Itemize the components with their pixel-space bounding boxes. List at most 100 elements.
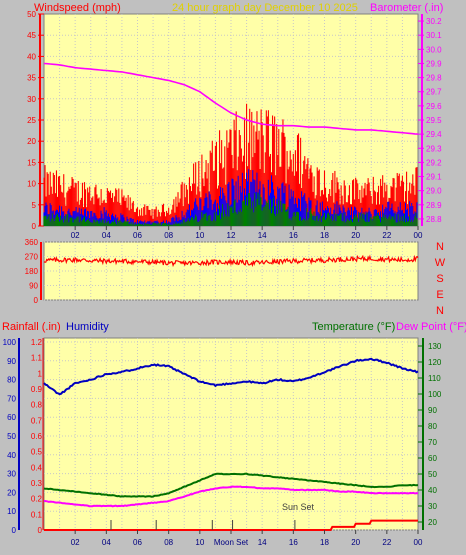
y2-tick-label: 29.4 bbox=[426, 130, 442, 139]
y2-tick-label: 28.8 bbox=[426, 215, 442, 224]
x-tick-label: 18 bbox=[320, 231, 329, 240]
wind-left-axis: 0 5 10 15 20 25 30 35 40 45 50 bbox=[27, 10, 44, 231]
compass-letter: S bbox=[436, 273, 443, 285]
rain-tick-label: 1.1 bbox=[31, 354, 43, 363]
rain-tick-label: 0.8 bbox=[31, 401, 43, 410]
temp-tick-label: 20 bbox=[428, 518, 437, 527]
y2-tick-label: 29.0 bbox=[426, 187, 442, 196]
y-tick-label: 50 bbox=[27, 10, 36, 19]
rain-tick-label: 0.5 bbox=[31, 448, 43, 457]
humidity-series bbox=[43, 357, 419, 396]
x-tick-label: 18 bbox=[320, 538, 329, 547]
y2-tick-label: 29.9 bbox=[426, 59, 442, 68]
temp-tick-label: 60 bbox=[428, 454, 437, 463]
compass-letter: W bbox=[435, 257, 446, 269]
humidity-tick-label: 90 bbox=[7, 357, 16, 366]
direction-series bbox=[43, 254, 419, 268]
x-tick-label: 14 bbox=[258, 231, 267, 240]
humidity-tick-label: 0 bbox=[12, 526, 17, 535]
x-tick-label: 14 bbox=[258, 538, 267, 547]
direction-grid bbox=[44, 241, 418, 301]
x-tick-label: 02 bbox=[71, 231, 80, 240]
y2-tick-label: 29.3 bbox=[426, 144, 442, 153]
compass-letter: N bbox=[436, 241, 444, 253]
rain-tick-label: 0.7 bbox=[31, 416, 43, 425]
compass-letter: N bbox=[436, 305, 444, 317]
wind-x-ticks: 02 04 06 08 10 12 14 16 18 20 22 00 bbox=[71, 226, 423, 240]
x-tick-label: 16 bbox=[289, 231, 298, 240]
compass-letter: E bbox=[436, 289, 443, 301]
humidity-tick-label: 10 bbox=[7, 507, 16, 516]
y-tick-label: 35 bbox=[27, 74, 36, 83]
temperature-right-axis: 20 30 40 50 60 70 80 90 100 110 120 130 bbox=[418, 338, 442, 530]
humidity-label: Humidity bbox=[66, 321, 109, 333]
x-tick-label: 04 bbox=[102, 231, 111, 240]
y2-tick-label: 28.9 bbox=[426, 201, 442, 210]
barometer-series bbox=[43, 62, 419, 135]
x-tick-label: 20 bbox=[351, 231, 360, 240]
y-tick-label: 20 bbox=[27, 137, 36, 146]
x-tick-label: 06 bbox=[133, 231, 142, 240]
x-tick-label: 00 bbox=[414, 538, 423, 547]
humidity-tick-label: 30 bbox=[7, 470, 16, 479]
humidity-tick-label: 40 bbox=[7, 451, 16, 460]
direction-tick-label: 90 bbox=[29, 282, 38, 291]
temp-tick-label: 110 bbox=[428, 374, 441, 383]
rain-tick-label: 0.6 bbox=[31, 432, 43, 441]
humidity-tick-label: 70 bbox=[7, 394, 16, 403]
y-tick-label: 25 bbox=[27, 116, 36, 125]
rain-tick-label: 0 bbox=[38, 526, 43, 535]
temperature-label: Temperature (°F) bbox=[312, 321, 395, 333]
rain-tick-label: 1 bbox=[38, 369, 43, 378]
temp-tick-label: 30 bbox=[428, 502, 437, 511]
y2-tick-label: 29.1 bbox=[426, 173, 442, 182]
x-tick-label: 02 bbox=[71, 538, 80, 547]
barometer-line bbox=[43, 62, 419, 135]
direction-line bbox=[43, 254, 419, 268]
x-tick-label: 16 bbox=[289, 538, 298, 547]
y2-tick-label: 29.8 bbox=[426, 74, 442, 83]
temp-tick-label: 80 bbox=[428, 422, 437, 431]
temp-tick-label: 90 bbox=[428, 406, 437, 415]
climate-x-ticks: 02 04 06 08 10 Moon Set 14 16 18 20 22 00 bbox=[71, 530, 423, 547]
humidity-tick-label: 50 bbox=[7, 432, 16, 441]
x-tick-label: 06 bbox=[133, 538, 142, 547]
x-tick-label: Moon Set bbox=[214, 538, 249, 547]
y2-tick-label: 30.1 bbox=[426, 31, 442, 40]
rain-tick-label: 1.2 bbox=[31, 338, 43, 347]
graph-title: 24 hour graph day December 10 2025 bbox=[172, 2, 358, 14]
direction-tick-label: 0 bbox=[34, 296, 39, 305]
direction-tick-label: 270 bbox=[25, 253, 39, 262]
barometer-label: Barometer (.in) bbox=[370, 2, 443, 14]
rain-tick-label: 0.4 bbox=[31, 463, 43, 472]
rain-tick-label: 0.3 bbox=[31, 479, 43, 488]
y2-tick-label: 29.5 bbox=[426, 116, 442, 125]
temp-tick-label: 120 bbox=[428, 358, 442, 367]
y-tick-label: 0 bbox=[32, 222, 37, 231]
rain-tick-label: 0.1 bbox=[31, 510, 43, 519]
temperature-series bbox=[43, 472, 419, 498]
temp-tick-label: 70 bbox=[428, 438, 437, 447]
wind-bars bbox=[43, 103, 418, 226]
x-tick-label: 12 bbox=[227, 231, 236, 240]
barometer-right-axis: 28.8 28.9 29.0 29.1 29.2 29.3 29.4 29.5 29.6 29.7… bbox=[418, 14, 442, 226]
y2-tick-label: 30.0 bbox=[426, 45, 442, 54]
x-tick-label: 00 bbox=[414, 231, 423, 240]
x-tick-label: 22 bbox=[382, 538, 391, 547]
temp-tick-label: 100 bbox=[428, 390, 442, 399]
direction-axis: 0 90 180 270 360 bbox=[25, 238, 42, 305]
y2-tick-label: 29.2 bbox=[426, 158, 442, 167]
y-tick-label: 10 bbox=[27, 180, 36, 189]
rainfall-label: Rainfall (.in) bbox=[2, 321, 61, 333]
x-tick-label: 22 bbox=[382, 231, 391, 240]
y2-tick-label: 29.7 bbox=[426, 88, 442, 97]
y-tick-label: 40 bbox=[27, 52, 36, 61]
rain-tick-label: 0.2 bbox=[31, 495, 43, 504]
x-tick-label: 08 bbox=[164, 538, 173, 547]
temp-tick-label: 40 bbox=[428, 486, 437, 495]
x-tick-label: 10 bbox=[195, 538, 204, 547]
y-tick-label: 45 bbox=[27, 31, 36, 40]
x-tick-label: 20 bbox=[351, 538, 360, 547]
y-tick-label: 30 bbox=[27, 95, 36, 104]
